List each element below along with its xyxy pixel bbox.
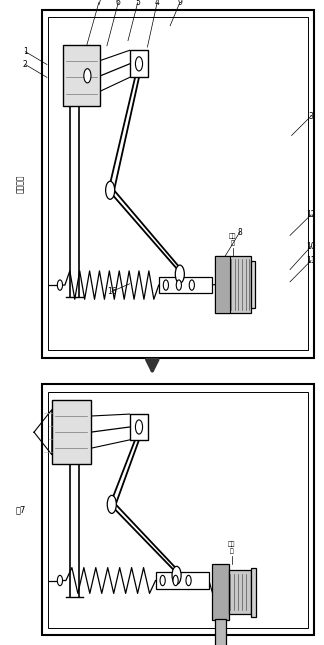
Bar <box>159 277 212 293</box>
Text: 1: 1 <box>23 47 28 56</box>
Bar <box>63 45 100 106</box>
Text: 5: 5 <box>135 0 140 7</box>
Text: 8: 8 <box>237 228 242 237</box>
Circle shape <box>135 420 143 434</box>
Bar <box>215 256 230 313</box>
Circle shape <box>189 280 194 290</box>
Bar <box>52 400 91 464</box>
Text: 11: 11 <box>306 256 316 265</box>
Bar <box>251 568 256 617</box>
Bar <box>42 10 314 358</box>
Bar <box>156 572 209 589</box>
Circle shape <box>57 575 63 586</box>
Text: 16: 16 <box>107 287 117 296</box>
Text: 3: 3 <box>308 112 314 121</box>
Text: 传感
器: 传感 器 <box>228 542 236 553</box>
Bar <box>251 261 255 308</box>
Circle shape <box>186 575 191 586</box>
Text: 12: 12 <box>306 210 316 219</box>
Bar <box>214 619 226 645</box>
Text: 6: 6 <box>116 0 121 7</box>
Circle shape <box>175 265 184 283</box>
Bar <box>130 50 148 77</box>
Bar <box>212 564 228 620</box>
Circle shape <box>84 69 91 83</box>
Text: 2: 2 <box>23 60 28 69</box>
Text: 工刀架车: 工刀架车 <box>16 175 25 193</box>
Circle shape <box>57 280 63 290</box>
Text: 4: 4 <box>155 0 160 7</box>
Text: 10: 10 <box>306 242 316 251</box>
Bar <box>215 256 251 313</box>
Circle shape <box>107 495 116 513</box>
Bar <box>48 17 308 350</box>
Text: 传感
器: 传感 器 <box>229 234 237 246</box>
Circle shape <box>135 57 143 71</box>
Text: 图7: 图7 <box>16 505 26 514</box>
Bar <box>130 414 148 440</box>
Text: 9: 9 <box>177 0 182 7</box>
Circle shape <box>172 566 181 584</box>
Circle shape <box>160 575 165 586</box>
Circle shape <box>176 280 181 290</box>
Bar <box>42 384 314 635</box>
Circle shape <box>163 280 168 290</box>
Text: 7: 7 <box>96 0 101 7</box>
Bar <box>48 392 308 628</box>
Bar <box>228 570 251 614</box>
Circle shape <box>106 181 115 199</box>
Circle shape <box>173 575 178 586</box>
